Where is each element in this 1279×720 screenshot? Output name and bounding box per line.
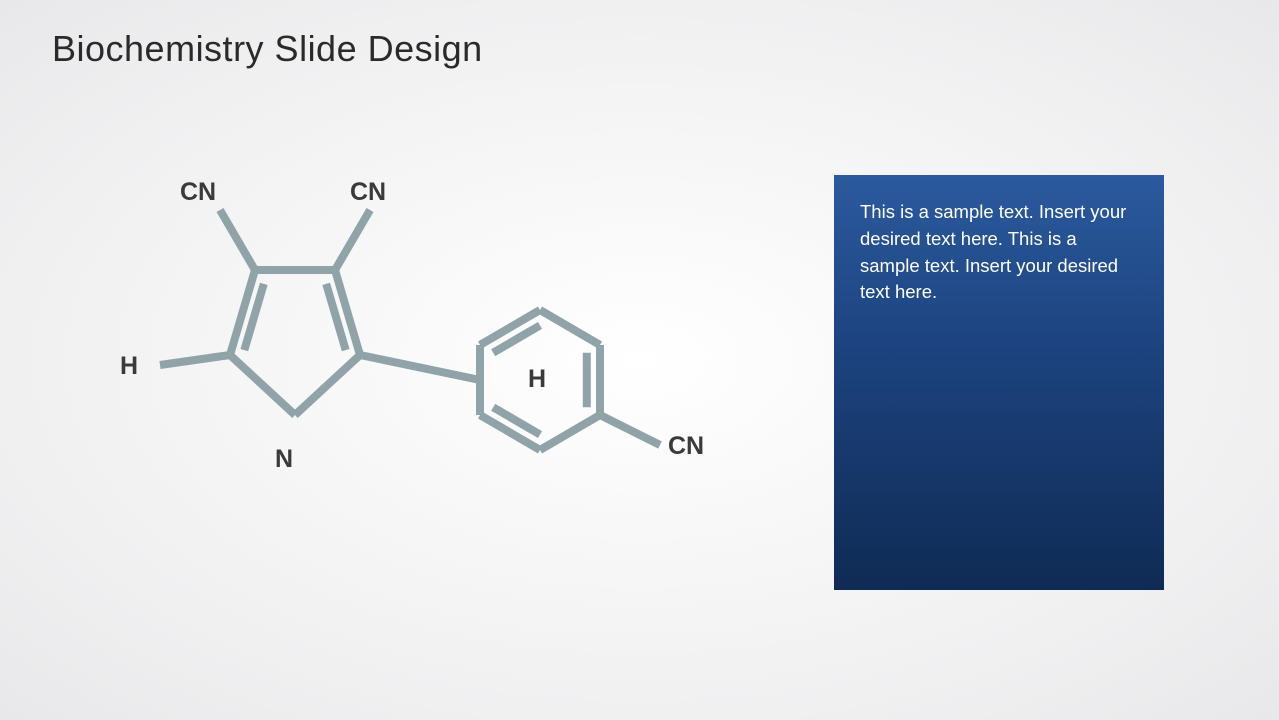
description-text: This is a sample text. Insert your desir… (860, 201, 1126, 302)
molecule-svg (80, 170, 780, 590)
atom-label: N (275, 445, 293, 474)
atom-label: H (120, 352, 138, 381)
slide-title: Biochemistry Slide Design (52, 28, 483, 70)
atom-label: CN (350, 178, 386, 207)
atom-label: CN (668, 432, 704, 461)
description-box: This is a sample text. Insert your desir… (834, 175, 1164, 590)
molecule-diagram: CN CN H CN N H (80, 170, 780, 590)
atom-label: CN (180, 178, 216, 207)
atom-label: H (528, 365, 546, 394)
